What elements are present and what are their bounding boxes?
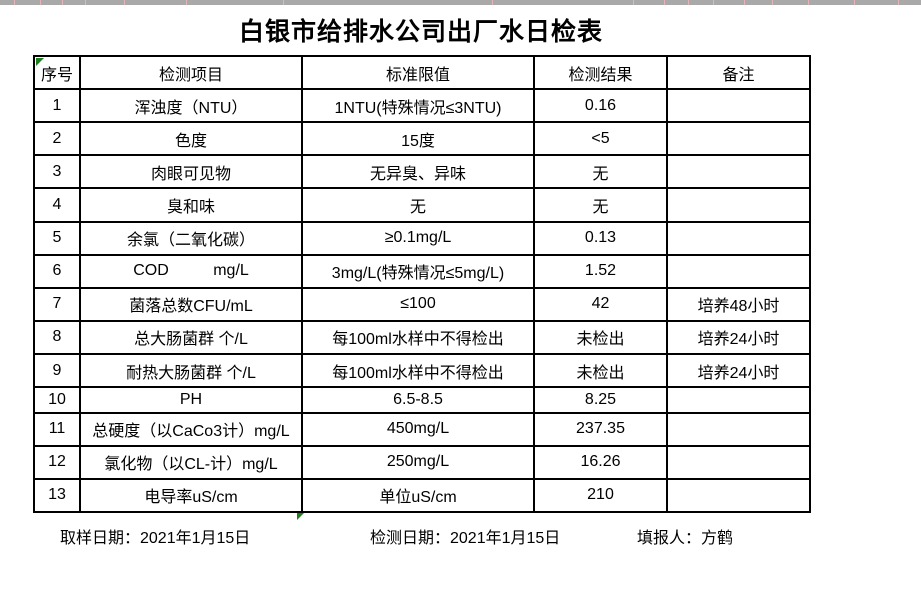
table-row: 11 总硬度（以CaCo3计）mg/L 450mg/L 237.35 <box>33 411 811 447</box>
cell-item: 色度 <box>79 121 303 157</box>
test-date-label: 检测日期：2021年1月15日 <box>370 530 561 547</box>
sample-date-label: 取样日期：2021年1月15日 <box>60 530 251 547</box>
cell-item: 余氯（二氧化碳） <box>79 220 303 256</box>
cell-limit: 无 <box>301 187 535 223</box>
cell-note <box>666 444 811 480</box>
cell-seq: 7 <box>33 286 81 322</box>
cell-note <box>666 154 811 190</box>
cell-item: 耐热大肠菌群 个/L <box>79 352 303 389</box>
footer: 取样日期：2021年1月15日 检测日期：2021年1月15日 填报人：方鹤 <box>0 524 921 547</box>
cell-seq: 2 <box>33 121 81 157</box>
cell-seq: 9 <box>33 352 81 389</box>
table-row: 10 PH 6.5-8.5 8.25 <box>33 386 811 414</box>
cell-limit: 1NTU(特殊情况≤3NTU) <box>301 88 535 124</box>
cell-item: 氯化物（以CL-计）mg/L <box>79 444 303 480</box>
cell-item: PH <box>79 386 303 414</box>
col-header-limit: 标准限值 <box>301 54 535 91</box>
table-header-row: 序号 检测项目 标准限值 检测结果 备注 <box>33 54 811 91</box>
cell-note <box>666 88 811 124</box>
cell-limit: 3mg/L(特殊情况≤5mg/L) <box>301 253 535 289</box>
excel-corner-flag-icon <box>36 58 44 66</box>
cell-result: <5 <box>533 121 668 157</box>
table-row: 12 氯化物（以CL-计）mg/L 250mg/L 16.26 <box>33 444 811 480</box>
cell-seq: 11 <box>33 411 81 447</box>
cell-note <box>666 121 811 157</box>
cell-result: 0.16 <box>533 88 668 124</box>
cell-note <box>666 386 811 414</box>
cell-item: 菌落总数CFU/mL <box>79 286 303 322</box>
cell-limit: 250mg/L <box>301 444 535 480</box>
cell-item: 电导率uS/cm <box>79 477 303 514</box>
col-header-item: 检测项目 <box>79 54 303 91</box>
cell-seq: 6 <box>33 253 81 289</box>
table-row: 1 浑浊度（NTU） 1NTU(特殊情况≤3NTU) 0.16 <box>33 88 811 124</box>
col-header-seq: 序号 <box>33 54 81 91</box>
table-row: 13 电导率uS/cm 单位uS/cm 210 <box>33 477 811 514</box>
cell-seq: 4 <box>33 187 81 223</box>
cell-seq: 5 <box>33 220 81 256</box>
table-row: 9 耐热大肠菌群 个/L 每100ml水样中不得检出 未检出 培养24小时 <box>33 352 811 389</box>
cell-limit: ≤100 <box>301 286 535 322</box>
cell-item: 总硬度（以CaCo3计）mg/L <box>79 411 303 447</box>
col-header-result: 检测结果 <box>533 54 668 91</box>
cell-limit: 6.5-8.5 <box>301 386 535 414</box>
cell-note <box>666 411 811 447</box>
cell-seq: 13 <box>33 477 81 514</box>
cell-result: 无 <box>533 187 668 223</box>
table-row: 3 肉眼可见物 无异臭、异味 无 <box>33 154 811 190</box>
cell-seq: 8 <box>33 319 81 355</box>
cell-note: 培养24小时 <box>666 352 811 389</box>
cell-note <box>666 187 811 223</box>
cell-limit: ≥0.1mg/L <box>301 220 535 256</box>
cell-limit: 15度 <box>301 121 535 157</box>
cell-result: 未检出 <box>533 319 668 355</box>
table-row: 2 色度 15度 <5 <box>33 121 811 157</box>
table-row: 4 臭和味 无 无 <box>33 187 811 223</box>
cell-limit: 无异臭、异味 <box>301 154 535 190</box>
inspection-table: 序号 检测项目 标准限值 检测结果 备注 1 浑浊度（NTU） 1NTU(特殊情… <box>33 54 811 514</box>
cell-seq: 10 <box>33 386 81 414</box>
cell-item: COD mg/L <box>79 253 303 289</box>
cell-result: 42 <box>533 286 668 322</box>
cell-result: 0.13 <box>533 220 668 256</box>
cell-seq: 3 <box>33 154 81 190</box>
cell-result: 237.35 <box>533 411 668 447</box>
cell-limit: 每100ml水样中不得检出 <box>301 319 535 355</box>
cell-note <box>666 477 811 514</box>
table-row: 8 总大肠菌群 个/L 每100ml水样中不得检出 未检出 培养24小时 <box>33 319 811 355</box>
cell-result: 1.52 <box>533 253 668 289</box>
cell-note <box>666 220 811 256</box>
cell-item: 浑浊度（NTU） <box>79 88 303 124</box>
col-header-note: 备注 <box>666 54 811 91</box>
reporter-label: 填报人：方鹤 <box>637 530 734 547</box>
cell-limit: 每100ml水样中不得检出 <box>301 352 535 389</box>
window-edge-strip <box>0 0 921 5</box>
cell-note <box>666 253 811 289</box>
cell-result: 8.25 <box>533 386 668 414</box>
cell-result: 210 <box>533 477 668 514</box>
cell-result: 未检出 <box>533 352 668 389</box>
cell-limit: 450mg/L <box>301 411 535 447</box>
cell-note: 培养24小时 <box>666 319 811 355</box>
table-row: 7 菌落总数CFU/mL ≤100 42 培养48小时 <box>33 286 811 322</box>
cell-note: 培养48小时 <box>666 286 811 322</box>
table-row: 6 COD mg/L 3mg/L(特殊情况≤5mg/L) 1.52 <box>33 253 811 289</box>
table-row: 5 余氯（二氧化碳） ≥0.1mg/L 0.13 <box>33 220 811 256</box>
cell-result: 16.26 <box>533 444 668 480</box>
cell-result: 无 <box>533 154 668 190</box>
cell-item: 肉眼可见物 <box>79 154 303 190</box>
cell-item: 总大肠菌群 个/L <box>79 319 303 355</box>
page-title: 白银市给排水公司出厂水日检表 <box>238 18 603 46</box>
cell-seq: 12 <box>33 444 81 480</box>
cell-item: 臭和味 <box>79 187 303 223</box>
cell-seq: 1 <box>33 88 81 124</box>
excel-bottom-flag-icon <box>297 513 304 520</box>
cell-limit: 单位uS/cm <box>301 477 535 514</box>
